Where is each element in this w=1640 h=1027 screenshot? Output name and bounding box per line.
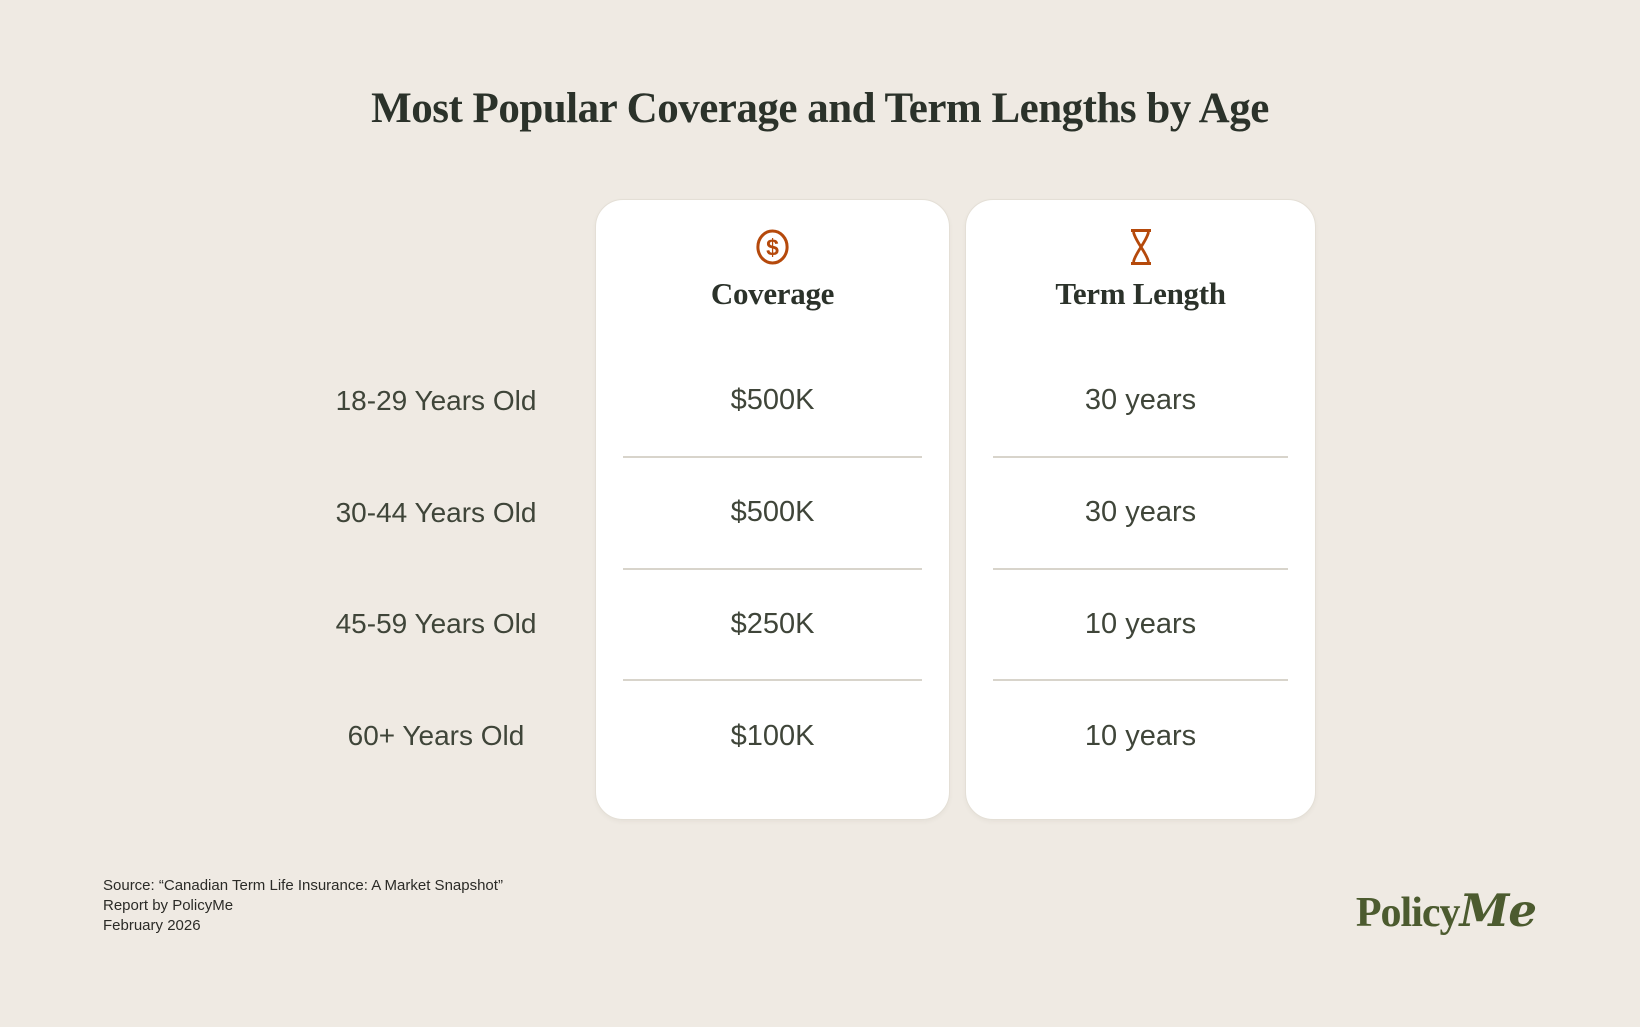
coverage-value: $500K	[730, 384, 815, 417]
age-column-header-spacer	[320, 199, 552, 345]
coverage-card-title: Coverage	[710, 276, 835, 311]
term-length-card: Term Length 30 years 30 years 10 years 1…	[965, 199, 1316, 820]
term-value: 30 years	[993, 455, 1288, 568]
hourglass-icon	[1126, 227, 1156, 267]
term-card-title: Term Length	[1055, 276, 1226, 311]
logo-text-policy: Policy	[1355, 890, 1461, 936]
term-rows: 30 years 30 years 10 years 10 years	[993, 346, 1288, 791]
term-card-header: Term Length	[966, 200, 1315, 346]
dollar-circle-icon: $	[754, 227, 791, 267]
coverage-value: $500K	[623, 455, 922, 568]
coverage-value: $100K	[623, 679, 922, 791]
term-value: 30 years	[1084, 384, 1197, 417]
age-row-label: 45-59 Years Old	[335, 608, 537, 640]
coverage-rows: $500K $500K $250K $100K	[623, 346, 922, 791]
term-value: 10 years	[993, 679, 1288, 791]
term-value: 10 years	[993, 567, 1288, 680]
source-attribution: Source: “Canadian Term Life Insurance: A…	[103, 876, 503, 936]
source-line: February 2026	[103, 917, 201, 934]
age-row-label: 18-29 Years Old	[335, 384, 537, 416]
source-line: Source: “Canadian Term Life Insurance: A…	[103, 877, 503, 894]
age-row-label: 30-44 Years Old	[335, 496, 537, 528]
coverage-card-header: $ Coverage	[596, 200, 949, 346]
svg-text:$: $	[766, 235, 779, 261]
policyme-logo: PolicyMe	[1355, 884, 1537, 937]
page-title: Most Popular Coverage and Term Lengths b…	[371, 85, 1269, 132]
age-rows: 18-29 Years Old 30-44 Years Old 45-59 Ye…	[320, 345, 552, 792]
logo-text-me: Me	[1459, 884, 1537, 937]
source-line: Report by PolicyMe	[103, 897, 234, 914]
age-group-column: 18-29 Years Old 30-44 Years Old 45-59 Ye…	[320, 199, 552, 820]
coverage-card: $ Coverage $500K $500K $250K $100K	[595, 199, 950, 820]
age-row-label: 60+ Years Old	[347, 720, 525, 752]
coverage-value: $250K	[623, 567, 922, 680]
